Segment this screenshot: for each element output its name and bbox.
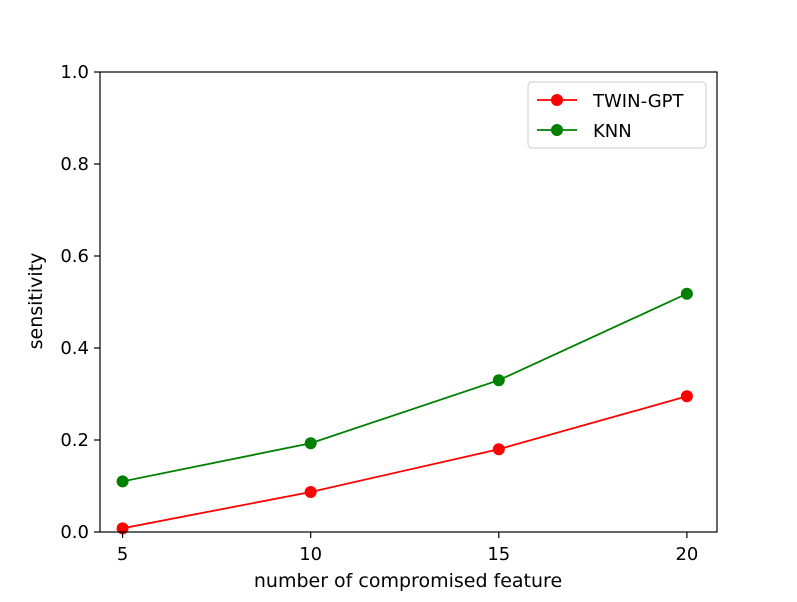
legend-marker-0 — [551, 94, 563, 106]
series-line-0 — [122, 395, 688, 530]
x-axis-label: number of compromised feature — [254, 570, 562, 592]
data-point-1-1 — [304, 437, 317, 450]
series-layer — [116, 287, 693, 535]
data-point-1-3 — [680, 287, 693, 300]
y-tick-label-2: 0.4 — [60, 338, 89, 359]
y-tick-label-5: 1.0 — [60, 62, 89, 83]
y-tick-label-3: 0.6 — [60, 246, 89, 267]
x-tick-label-0: 5 — [117, 544, 128, 565]
legend-marker-1 — [551, 124, 563, 136]
y-tick-label-1: 0.2 — [60, 430, 89, 451]
x-tick-label-1: 10 — [299, 544, 322, 565]
data-point-0-2 — [492, 443, 505, 456]
data-point-0-1 — [304, 485, 317, 498]
data-point-1-0 — [116, 475, 129, 488]
y-tick-label-4: 0.8 — [60, 154, 89, 175]
legend-box — [527, 81, 707, 149]
data-point-1-2 — [492, 374, 505, 387]
data-point-0-3 — [680, 390, 693, 403]
y-axis-label: sensitivity — [25, 253, 47, 350]
series-line-1 — [122, 292, 688, 483]
x-tick-label-2: 15 — [487, 544, 510, 565]
x-tick-label-3: 20 — [675, 544, 698, 565]
legend-label-0: TWIN-GPT — [592, 91, 685, 112]
y-tick-label-0: 0.0 — [60, 522, 89, 543]
axes-layer: 5 10 15 20 0.0 0.2 0.4 0.6 0.8 1.0 — [60, 62, 718, 565]
plot-frame — [99, 71, 718, 533]
legend: TWIN-GPT KNN — [527, 81, 707, 149]
data-point-0-0 — [116, 522, 129, 535]
legend-label-1: KNN — [593, 121, 632, 142]
